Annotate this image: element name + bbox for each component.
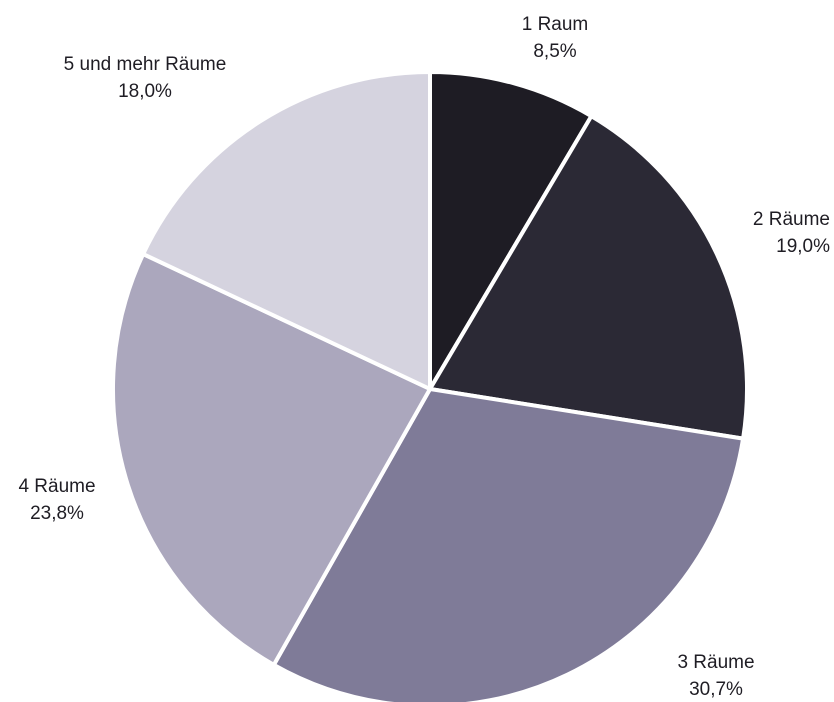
pie-slice-2 [428, 114, 749, 441]
slice-label-2: 2 Räume 19,0% [753, 209, 830, 257]
slice-value-label: 30,7% [689, 679, 743, 700]
slice-category-label: 1 Raum [522, 14, 589, 35]
slice-value-label: 18,0% [118, 81, 172, 102]
slice-category-label: 5 und mehr Räume [64, 54, 227, 75]
pie-labels: 1 Raum 8,5% 2 Räume 19,0% 3 Räume 30,7% 4 Räum… [18, 14, 830, 700]
slice-category-label: 3 Räume [677, 652, 754, 673]
slice-label-3: 3 Räume 30,7% [677, 652, 754, 700]
slice-label-1: 1 Raum 8,5% [522, 14, 589, 62]
pie-slice-5 [141, 70, 432, 391]
slice-value-label: 23,8% [30, 503, 84, 524]
slice-category-label: 2 Räume [753, 209, 830, 230]
pie-slice-4 [111, 252, 432, 667]
slice-label-4: 4 Räume 23,8% [18, 476, 95, 524]
slice-label-5: 5 und mehr Räume 18,0% [64, 54, 227, 102]
pie-slices [111, 70, 749, 702]
slice-value-label: 8,5% [533, 41, 576, 62]
slice-value-label: 19,0% [776, 236, 830, 257]
pie-slice-1 [428, 70, 594, 391]
slice-category-label: 4 Räume [18, 476, 95, 497]
pie-slice-3 [271, 387, 746, 702]
